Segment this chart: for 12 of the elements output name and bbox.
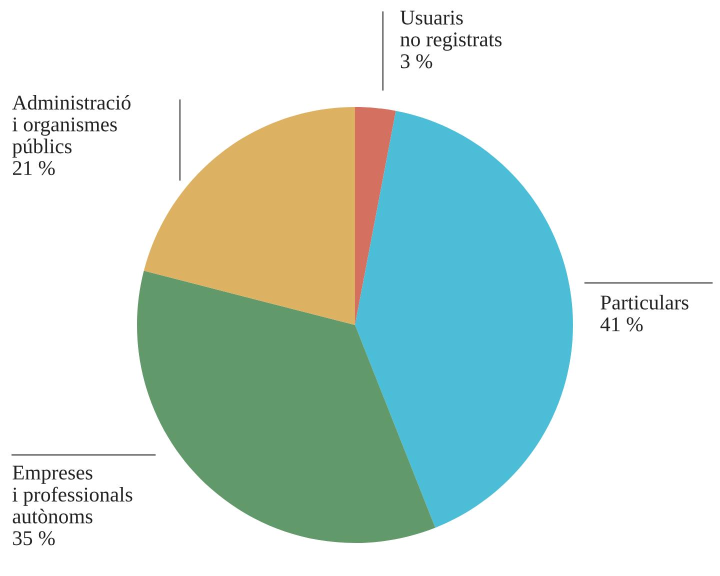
slice-label: Empreses i professionals autònoms (12, 466, 132, 524)
slice-label: Administració i organismes públics (12, 94, 130, 158)
data-label: 41 % (600, 317, 643, 332)
data-label: 35 % (13, 531, 55, 546)
slice-label: Particulars (600, 294, 688, 310)
pie-slice (137, 270, 436, 543)
pie-slice (355, 110, 573, 528)
pie-slice (144, 107, 355, 325)
data-label: 21 % (13, 161, 55, 176)
pie-slice (355, 107, 396, 325)
data-label: 3 % (400, 54, 432, 68)
slice-label: Usuaris no registrats (400, 10, 502, 51)
